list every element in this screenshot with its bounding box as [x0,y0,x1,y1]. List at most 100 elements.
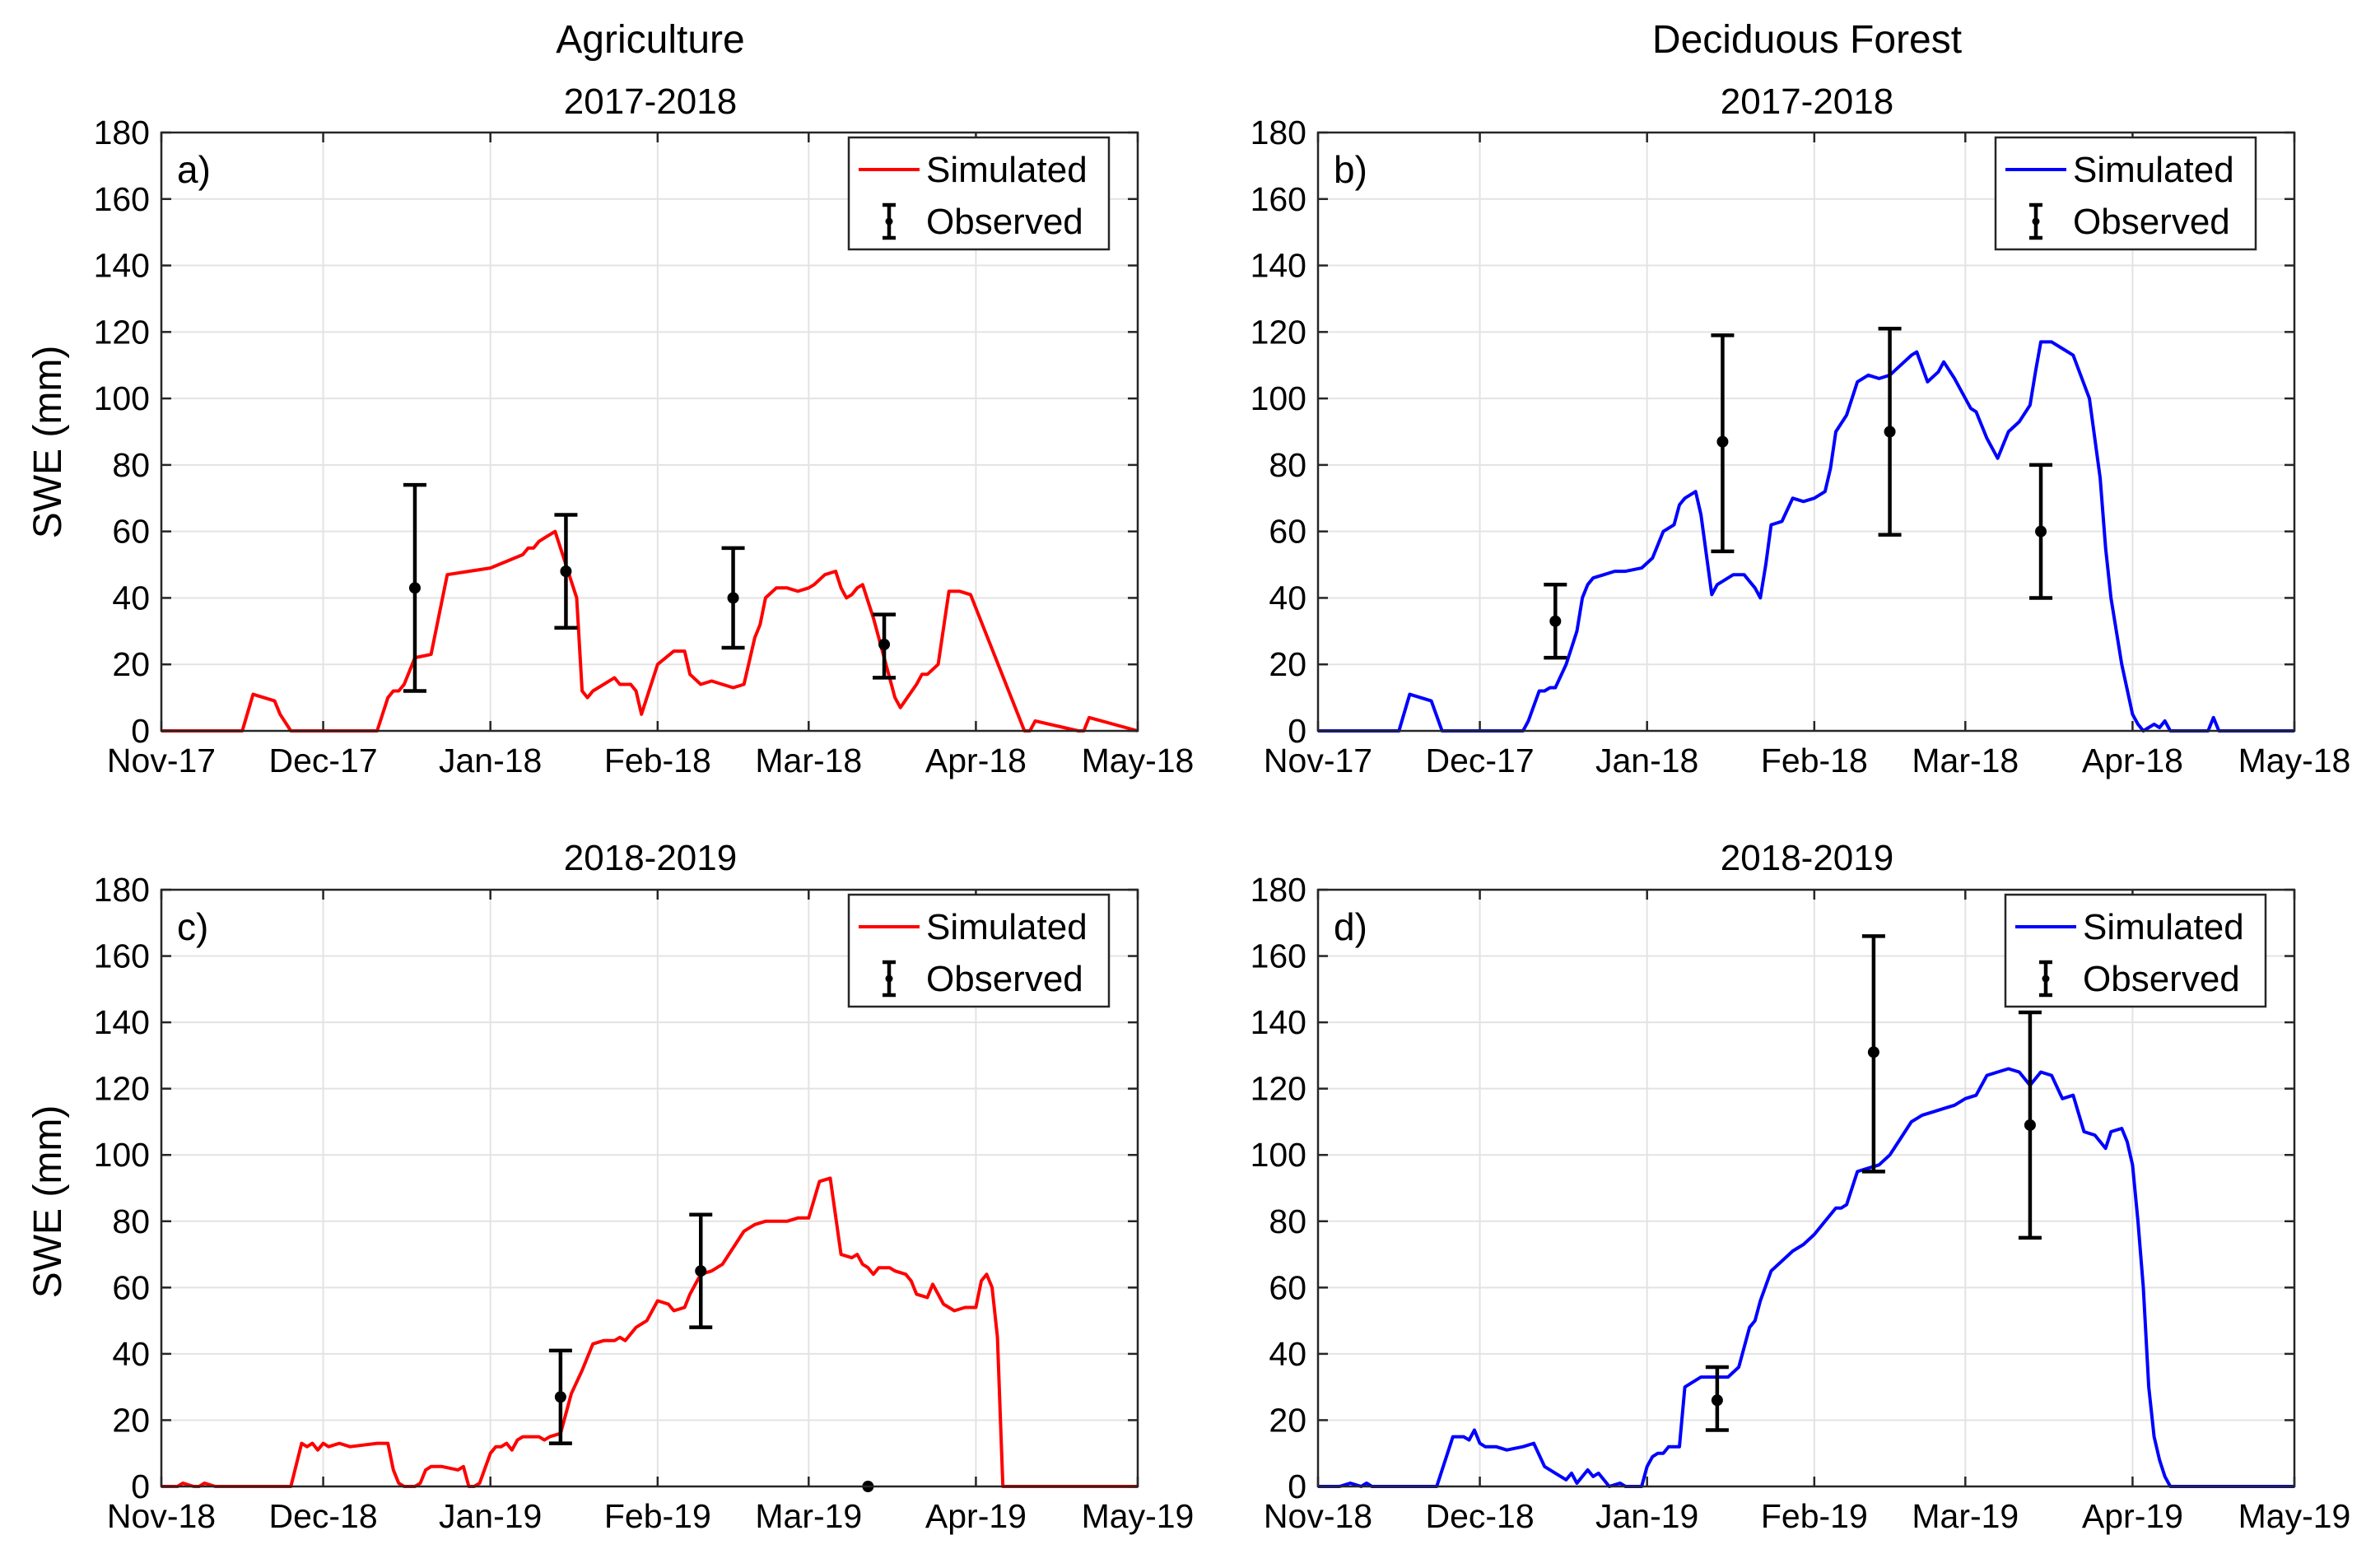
panel-b-ytick-label-160: 160 [1251,180,1306,218]
panel-a-legend-simulated-label: Simulated [926,150,1088,190]
panel-c-ytick-label-140: 140 [94,1003,150,1041]
panel-a-legend: Simulated Observed [847,136,1111,251]
panel-a-legend-observed-label: Observed [926,202,1083,242]
panel-b-xtick-label-3: Feb-18 [1761,742,1868,779]
panel-a-xtick-label-3: Feb-18 [604,742,711,779]
panel-b-ytick-label-120: 120 [1251,313,1306,351]
panel-d-legend-box [2004,893,2267,1008]
panel-d-observed-marker-1 [1867,1046,1879,1058]
panel-c-ytick-label-100: 100 [94,1136,150,1174]
panel-b-ytick-label-100: 100 [1251,379,1306,417]
panel-a-ytick-label-80: 80 [112,446,150,484]
panel-d-ytick-label-0: 0 [1288,1468,1306,1505]
panel-d-xtick-label-5: Apr-19 [2082,1497,2183,1535]
panel-c-y-axis-label: SWE (mm) [26,1105,70,1299]
panel-d-simulated-line [1318,1067,2294,1488]
panel-c-title: 2018-2019 [564,838,737,878]
panel-b-axes-box [1316,131,2296,733]
panel-a-xtick-label-1: Dec-17 [268,742,377,779]
panel-d-observed-marker-0 [1711,1394,1723,1407]
panel-a-title: 2017-2018 [564,81,737,122]
panel-c-axes-box [160,888,1139,1488]
panel-c-ytick-label-80: 80 [112,1202,150,1240]
panel-d-observed-point-2 [2018,1010,2042,1240]
panel-a-agriculture-2017-2018: 2017-2018 SWE (mm) 0 20 40 60 80 100 120 140 160… [26,81,1194,779]
panel-b-xtick-label-4: Mar-18 [1912,742,2019,779]
panel-b-ytick-label-180: 180 [1251,114,1306,151]
panel-a-ytick-label-140: 140 [94,247,150,285]
panel-c-observed-marker-1 [695,1265,707,1277]
panel-a-ytick-label-100: 100 [94,379,150,417]
panel-a-ytick-label-20: 20 [112,645,150,683]
panel-b-legend-simulated-label: Simulated [2073,150,2234,190]
panel-d-plot-area: 0 20 40 60 80 100 120 140 160 180 Nov-18 Dec-18 Jan-… [1251,871,2351,1535]
panel-d-forest-2018-2019: 2018-2019 0 20 40 60 80 100 120 140 160 180 Nov-18… [1251,838,2351,1535]
panel-b-observed-point-0 [1544,583,1567,660]
panel-c-xtick-label-1: Dec-18 [268,1497,377,1535]
panel-c-ytick-label-120: 120 [94,1070,150,1108]
panel-d-xtick-label-2: Jan-19 [1595,1497,1698,1535]
panel-b-legend: Simulated Observed [1994,136,2257,251]
panel-b-title: 2017-2018 [1721,81,1893,122]
panel-d-letter: d) [1334,905,1367,948]
panel-c-xtick-label-6: May-19 [1082,1497,1195,1535]
panel-a-observed-marker-0 [408,582,421,594]
panel-c-ytick-label-160: 160 [94,937,150,975]
panel-a-observed-marker-1 [560,565,572,578]
panel-b-xtick-label-6: May-18 [2238,742,2351,779]
panel-a-plot-area: 0 20 40 60 80 100 120 140 160 180 Nov-17 Dec-17 Jan-… [94,114,1195,779]
panel-b-observed-point-2 [1878,327,1902,537]
panel-c-xtick-label-0: Nov-18 [107,1497,216,1535]
panel-a-xtick-label-6: May-18 [1082,742,1195,779]
panel-c-legend-observed-dot [885,975,893,983]
panel-d-legend-observed-dot [2042,975,2050,983]
panel-c-legend: Simulated Observed [847,893,1111,1008]
panel-d-xtick-label-6: May-19 [2238,1497,2351,1535]
panel-a-legend-box [847,136,1111,251]
panel-a-xtick-label-4: Mar-18 [755,742,862,779]
panel-b-xtick-label-1: Dec-17 [1425,742,1534,779]
panel-a-xtick-label-5: Apr-18 [925,742,1027,779]
panel-b-ytick-label-0: 0 [1288,712,1306,750]
panel-d-ytick-label-160: 160 [1251,937,1306,975]
panel-d-legend-observed-label: Observed [2083,959,2240,999]
panel-c-legend-box [847,893,1111,1008]
panel-b-ytick-label-80: 80 [1269,446,1306,484]
panel-c-ytick-label-0: 0 [131,1468,150,1505]
panel-c-legend-simulated-label: Simulated [926,907,1088,947]
panel-d-ytick-label-180: 180 [1251,871,1306,909]
panel-d-ytick-label-100: 100 [1251,1136,1306,1174]
panel-c-ytick-label-180: 180 [94,871,150,909]
panel-a-observed-point-0 [403,482,426,693]
panel-c-simulated-line [161,1176,1138,1488]
panel-d-observed-marker-2 [2024,1119,2036,1131]
panel-d-ytick-label-40: 40 [1269,1335,1306,1373]
panel-a-ytick-label-40: 40 [112,579,150,616]
panel-d-ytick-label-80: 80 [1269,1202,1306,1240]
panel-d-observed-point-1 [1861,934,1885,1174]
panel-b-legend-observed-dot [2032,217,2040,226]
column-title-forest: Deciduous Forest [1652,18,1962,62]
panel-a-ytick-label-180: 180 [94,114,150,151]
panel-b-ytick-label-140: 140 [1251,247,1306,285]
panel-b-ytick-label-60: 60 [1269,513,1306,551]
panel-b-ytick-label-40: 40 [1269,579,1306,616]
panel-d-xtick-label-1: Dec-18 [1425,1497,1534,1535]
panel-d-observed-point-0 [1705,1365,1729,1432]
panel-d-ytick-label-20: 20 [1269,1401,1306,1439]
panel-d-xtick-label-3: Feb-19 [1761,1497,1868,1535]
panel-c-ytick-label-40: 40 [112,1335,150,1373]
panel-b-observed-point-1 [1711,333,1735,554]
panel-a-y-axis-label: SWE (mm) [26,346,70,539]
panel-b-legend-box [1994,136,2257,251]
panel-a-ytick-label-160: 160 [94,180,150,218]
panel-a-observed-point-1 [554,513,578,630]
panel-a-simulated-line [161,529,1139,733]
panel-c-legend-observed-label: Observed [926,959,1083,999]
panel-a-ytick-label-120: 120 [94,313,150,351]
panel-b-plot-area: 0 20 40 60 80 100 120 140 160 180 Nov-17 Dec-17 Jan-… [1251,114,2351,779]
panel-c-xtick-label-5: Apr-19 [925,1497,1027,1535]
panel-b-observed-marker-1 [1716,435,1729,448]
panel-c-observed-marker-0 [554,1391,566,1403]
panel-a-observed-marker-2 [727,592,739,604]
